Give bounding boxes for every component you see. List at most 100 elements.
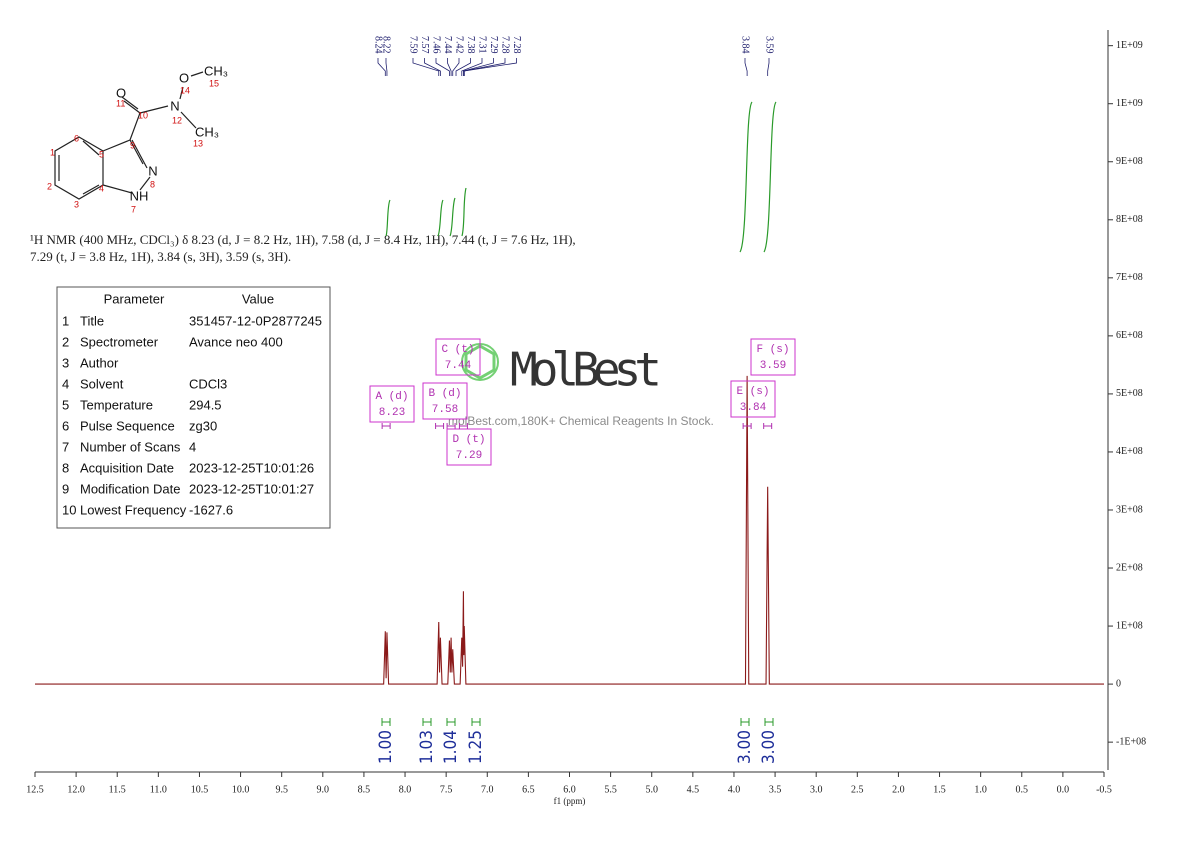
- atom-number: 10: [138, 110, 148, 120]
- table-cell: 2: [62, 334, 69, 349]
- multiplet-bracket: [435, 423, 445, 429]
- x-tick-label: 8.5: [358, 784, 371, 795]
- x-tick-label: 1.5: [933, 784, 946, 795]
- y-tick-label: 1E+09: [1116, 40, 1143, 51]
- y-tick-label: 9E+08: [1116, 156, 1143, 167]
- integral-curve: [461, 187, 467, 237]
- x-tick-label: 9.5: [275, 784, 288, 795]
- multiplet-box: [435, 338, 481, 376]
- table-cell: 6: [62, 418, 69, 433]
- atom-number: 3: [74, 199, 79, 209]
- x-tick-label: 0.0: [1057, 784, 1070, 795]
- peak-leader: [463, 58, 494, 76]
- peak-leader: [447, 58, 452, 76]
- atom-number: 1: [50, 147, 55, 157]
- x-tick-label: 11.0: [150, 784, 167, 795]
- bonds: [54, 71, 204, 200]
- x-tick-label: 7.5: [440, 784, 453, 795]
- peak-leader: [385, 58, 388, 76]
- integral-bracket: [764, 718, 774, 726]
- multiplet-shift: 7.29: [456, 450, 482, 462]
- integral-curve: [385, 199, 391, 237]
- atom-number: 5: [99, 149, 104, 159]
- peak-label: 7.28: [500, 36, 511, 54]
- x-axis-label: f1 (ppm): [554, 796, 586, 806]
- x-tick-label: 10.0: [232, 784, 250, 795]
- integral-curve: [739, 101, 753, 253]
- integral-bracket: [446, 718, 456, 726]
- atom-number: 11: [116, 98, 125, 108]
- atom-number: 12: [172, 115, 182, 125]
- integral-value: 1.04: [441, 730, 461, 764]
- peak-label: 7.28: [511, 36, 522, 54]
- parameter-table: Parameter Value 1 Title 351457-12-0P287724…: [56, 286, 331, 529]
- table-cell: zg30: [189, 418, 217, 433]
- atom-number: 4: [99, 183, 104, 193]
- x-tick-label: 2.0: [892, 784, 905, 795]
- peak-label: 7.42: [454, 36, 465, 54]
- table-cell: Solvent: [80, 376, 124, 391]
- table-cell: Spectrometer: [80, 334, 159, 349]
- y-tick-label: 1E+09: [1116, 98, 1143, 109]
- y-tick-label: 7E+08: [1116, 272, 1143, 283]
- y-tick-label: 4E+08: [1116, 446, 1143, 457]
- x-tick-label: 0.5: [1016, 784, 1029, 795]
- y-tick-label: -1E+08: [1116, 736, 1146, 747]
- multiplet-bracket: [763, 423, 773, 429]
- x-tick-label: 6.5: [522, 784, 535, 795]
- spectrum: [35, 375, 1104, 685]
- table-header: Value: [242, 291, 274, 306]
- integral-value: 1.25: [466, 730, 486, 764]
- table-cell: Temperature: [80, 397, 153, 412]
- table-cell: 294.5: [189, 397, 222, 412]
- atom: CH₃: [204, 63, 228, 78]
- x-tick-label: 3.5: [769, 784, 782, 795]
- x-tick-label: 11.5: [109, 784, 126, 795]
- y-tick-label: 6E+08: [1116, 330, 1143, 341]
- multiplet-label: A (d): [375, 391, 408, 403]
- peak-label: 7.44: [442, 36, 453, 54]
- table-cell: Modification Date: [80, 481, 180, 496]
- integral-bracket: [471, 718, 481, 726]
- peak-leader: [377, 58, 386, 76]
- peak-leader: [767, 58, 770, 76]
- table-cell: 4: [189, 439, 196, 454]
- atom-number: 2: [47, 181, 52, 191]
- x-tick-label: 4.0: [728, 784, 741, 795]
- multiplet-bracket: [446, 423, 456, 429]
- integral-curve: [449, 197, 456, 237]
- x-tick-label: -0.5: [1096, 784, 1112, 795]
- multiplet-bracket: [381, 423, 391, 429]
- integral-value: 3.00: [759, 730, 779, 764]
- table-cell: -1627.6: [189, 502, 233, 517]
- table-cell: Lowest Frequency: [80, 502, 187, 517]
- table-cell: 5: [62, 397, 69, 412]
- multiplet-label: D (t): [452, 434, 485, 446]
- table-cell: Author: [80, 355, 119, 370]
- multiplet-shift: 3.84: [740, 402, 767, 414]
- multiplet-label: E (s): [736, 386, 769, 398]
- x-tick-label: 9.0: [317, 784, 330, 795]
- x-tick-label: 1.0: [974, 784, 987, 795]
- table-header: Parameter: [104, 291, 165, 306]
- table-cell: 1: [62, 313, 69, 328]
- structure: O N O CH₃ CH₃ N NH 1 2 3 4 5 6 7 8 9 10 …: [47, 63, 228, 214]
- table-cell: 9: [62, 481, 69, 496]
- peak-label: 8.22: [381, 36, 392, 54]
- integral-bracket: [381, 718, 391, 726]
- y-tick-label: 2E+08: [1116, 562, 1143, 573]
- caption: 7.29 (t, J = 3.8 Hz, 1H), 3.84 (s, 3H), …: [30, 249, 291, 264]
- integral-curve: [763, 101, 777, 253]
- table-cell: Pulse Sequence: [80, 418, 175, 433]
- y-tick-label: 5E+08: [1116, 388, 1143, 399]
- peak-label: 7.38: [465, 36, 476, 54]
- atom: N: [170, 98, 179, 113]
- table-cell: Acquisition Date: [80, 460, 174, 475]
- peak-label: 8.24: [373, 36, 384, 54]
- peak-leader: [435, 58, 450, 76]
- table-cell: 10: [62, 502, 76, 517]
- table-cell: 3: [62, 355, 69, 370]
- x-tick-label: 3.0: [810, 784, 823, 795]
- multiplet-box: [446, 428, 492, 466]
